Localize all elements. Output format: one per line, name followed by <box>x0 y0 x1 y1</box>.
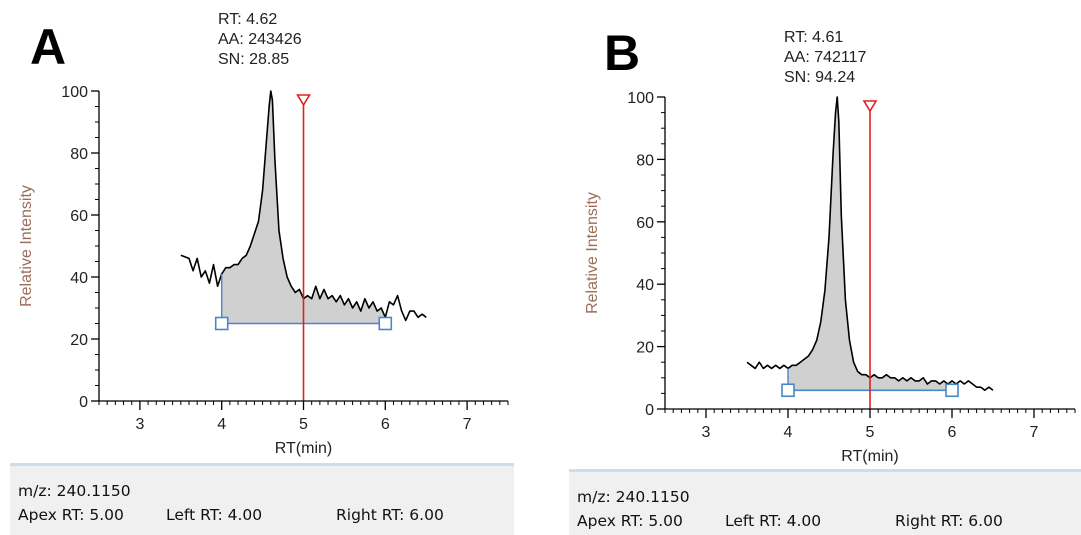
annotation-rt: RT: 4.62 <box>218 11 277 28</box>
peak-area-fill <box>221 91 386 324</box>
annotation-aa: AA: 243426 <box>218 31 302 48</box>
chromatogram-trace <box>180 90 427 322</box>
right-rt-marker <box>378 316 393 331</box>
y-tick-label: 100 <box>61 84 88 101</box>
y-tick-label: 0 <box>645 402 654 419</box>
x-axis-title: RT(min) <box>841 448 898 465</box>
x-tick-label: 7 <box>463 416 472 433</box>
x-tick-label: 5 <box>866 424 875 441</box>
panel-a: A 0 20 40 60 80 100 3 4 5 6 7 RT(min) Relative Inten… <box>0 0 517 535</box>
y-tick-label: 20 <box>70 332 88 349</box>
right-rt-value: Right RT: 6.00 <box>336 506 444 524</box>
x-tick-label: 7 <box>1030 424 1039 441</box>
peak-info-bar: m/z: 240.1150 Apex RT: 5.00 Left RT: 4.0… <box>10 463 514 535</box>
apex-rt-value: Apex RT: 5.00 <box>18 506 124 524</box>
panel-label: B <box>604 25 641 81</box>
chart-a: 0 20 40 60 80 100 3 4 5 6 7 RT(min) Relative Intensi… <box>18 11 509 457</box>
y-axis-title: Relative Intensity <box>584 192 601 314</box>
annotation-rt: RT: 4.61 <box>784 29 843 46</box>
left-rt-value: Left RT: 4.00 <box>725 512 822 530</box>
annotation-sn: SN: 94.24 <box>784 69 855 86</box>
x-tick-label: 6 <box>948 424 957 441</box>
x-tick-label: 4 <box>217 416 226 433</box>
left-rt-marker <box>781 383 795 398</box>
mz-value: m/z: 240.1150 <box>18 482 131 500</box>
apex-rt-triangle <box>296 94 311 107</box>
panel-b: B 0 20 40 60 80 100 3 4 5 6 7 RT(min) Relative Inten… <box>566 0 1081 535</box>
apex-rt-triangle <box>862 100 878 113</box>
y-tick-label: 80 <box>636 152 654 169</box>
annotation-sn: SN: 28.85 <box>218 51 289 68</box>
y-tick-label: 60 <box>70 208 88 225</box>
y-tick-label: 0 <box>79 394 88 411</box>
left-rt-value: Left RT: 4.00 <box>166 506 263 524</box>
x-tick-label: 3 <box>702 424 711 441</box>
x-tick-label: 4 <box>784 424 793 441</box>
y-tick-label: 60 <box>636 215 654 232</box>
right-rt-value: Right RT: 6.00 <box>895 512 1003 530</box>
y-tick-label: 100 <box>627 90 654 107</box>
chart-b: 0 20 40 60 80 100 3 4 5 6 7 RT(min) Relative Intensi… <box>584 29 1076 465</box>
left-rt-marker <box>214 316 229 331</box>
y-tick-label: 40 <box>636 277 654 294</box>
x-tick-label: 6 <box>381 416 390 433</box>
y-tick-label: 80 <box>70 146 88 163</box>
right-rt-marker <box>945 383 959 398</box>
peak-area-fill <box>788 97 952 391</box>
panel-label: A <box>30 19 67 75</box>
peak-info-bar: m/z: 240.1150 Apex RT: 5.00 Left RT: 4.0… <box>569 469 1081 535</box>
x-tick-label: 3 <box>135 416 144 433</box>
mz-value: m/z: 240.1150 <box>577 488 690 506</box>
chromatogram-trace <box>746 96 994 392</box>
x-axis-title: RT(min) <box>275 440 332 457</box>
x-tick-label: 5 <box>299 416 308 433</box>
y-axis-title: Relative Intensity <box>18 185 35 307</box>
y-tick-label: 20 <box>636 340 654 357</box>
apex-rt-value: Apex RT: 5.00 <box>577 512 683 530</box>
y-tick-label: 40 <box>70 270 88 287</box>
annotation-aa: AA: 742117 <box>784 49 867 66</box>
